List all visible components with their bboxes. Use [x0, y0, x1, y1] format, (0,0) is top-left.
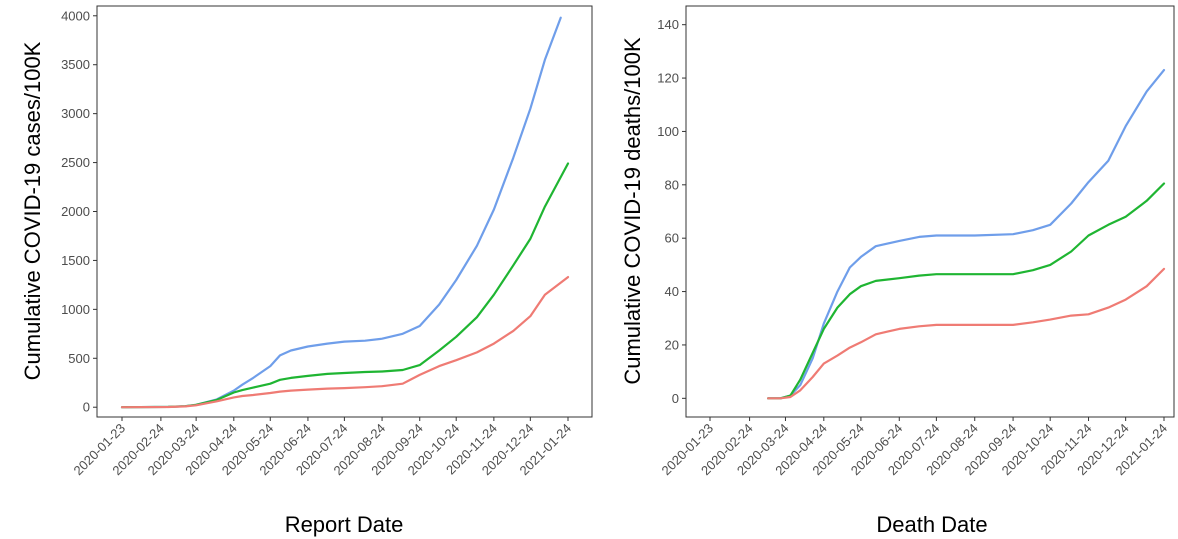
plot-frame — [685, 5, 1175, 418]
plot-frame — [96, 5, 593, 418]
series-line-2 — [120, 162, 570, 409]
series-lines — [120, 16, 570, 409]
y-tick-label: 1500 — [61, 253, 90, 268]
y-axis-ticks: 0 500 1000 1500 2000 2500 3000 3500 4000 — [61, 8, 97, 415]
y-tick-label: 0 — [672, 391, 679, 406]
y-tick-label: 2000 — [61, 204, 90, 219]
series-line-2 — [766, 182, 1166, 400]
series-lines — [766, 68, 1166, 400]
x-axis-title: Report Date — [285, 512, 404, 537]
y-tick-label: 80 — [665, 177, 679, 192]
y-tick-label: 40 — [665, 284, 679, 299]
series-line-3 — [120, 276, 570, 409]
y-tick-label: 500 — [68, 351, 90, 366]
y-tick-label: 60 — [665, 231, 679, 246]
y-tick-label: 0 — [83, 400, 90, 415]
y-axis-title: Cumulative COVID-19 cases/100K — [20, 41, 45, 380]
y-tick-label: 2500 — [61, 155, 90, 170]
y-tick-label: 100 — [657, 124, 679, 139]
y-axis-ticks: 0 20 40 60 80 100 120 140 — [657, 17, 686, 406]
y-tick-label: 4000 — [61, 8, 90, 23]
y-tick-label: 3500 — [61, 57, 90, 72]
y-tick-label: 1000 — [61, 302, 90, 317]
y-tick-label: 120 — [657, 71, 679, 86]
series-line-1 — [766, 68, 1166, 400]
deaths-chart: 0 20 40 60 80 100 120 140 2020-01-232020-02-242… — [620, 5, 1175, 537]
y-tick-label: 140 — [657, 17, 679, 32]
y-tick-label: 20 — [665, 337, 679, 352]
y-axis-title: Cumulative COVID-19 deaths/100K — [620, 37, 645, 385]
cases-chart: 0 500 1000 1500 2000 2500 3000 3500 4000 2020-01… — [20, 5, 593, 537]
y-tick-label: 3000 — [61, 106, 90, 121]
series-line-3 — [766, 267, 1166, 400]
x-axis-title: Death Date — [876, 512, 987, 537]
x-axis-ticks: 2020-01-232020-02-242020-03-242020-04-24… — [658, 417, 1170, 478]
x-axis-ticks: 2020-01-232020-02-242020-03-242020-04-24… — [70, 417, 574, 478]
